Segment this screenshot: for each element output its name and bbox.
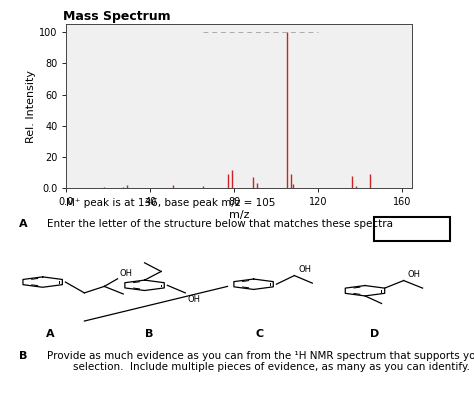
Text: C: C xyxy=(255,330,264,339)
Text: M⁺ peak is at 136, base peak m/z = 105: M⁺ peak is at 136, base peak m/z = 105 xyxy=(66,198,276,209)
Text: Enter the letter of the structure below that matches these spectra: Enter the letter of the structure below … xyxy=(47,219,393,229)
Text: A: A xyxy=(19,219,27,229)
Text: OH: OH xyxy=(298,265,311,274)
Text: OH: OH xyxy=(408,270,420,279)
Y-axis label: Rel. Intensity: Rel. Intensity xyxy=(26,70,36,143)
Text: B: B xyxy=(19,351,27,361)
Text: Mass Spectrum: Mass Spectrum xyxy=(63,10,171,23)
Text: Provide as much evidence as you can from the ¹H NMR spectrum that supports your
: Provide as much evidence as you can from… xyxy=(47,351,474,373)
Text: OH: OH xyxy=(120,269,133,278)
Text: D: D xyxy=(370,330,379,339)
Text: OH: OH xyxy=(188,295,201,304)
Text: A: A xyxy=(46,330,54,339)
X-axis label: m/z: m/z xyxy=(229,210,250,220)
Text: B: B xyxy=(145,330,154,339)
